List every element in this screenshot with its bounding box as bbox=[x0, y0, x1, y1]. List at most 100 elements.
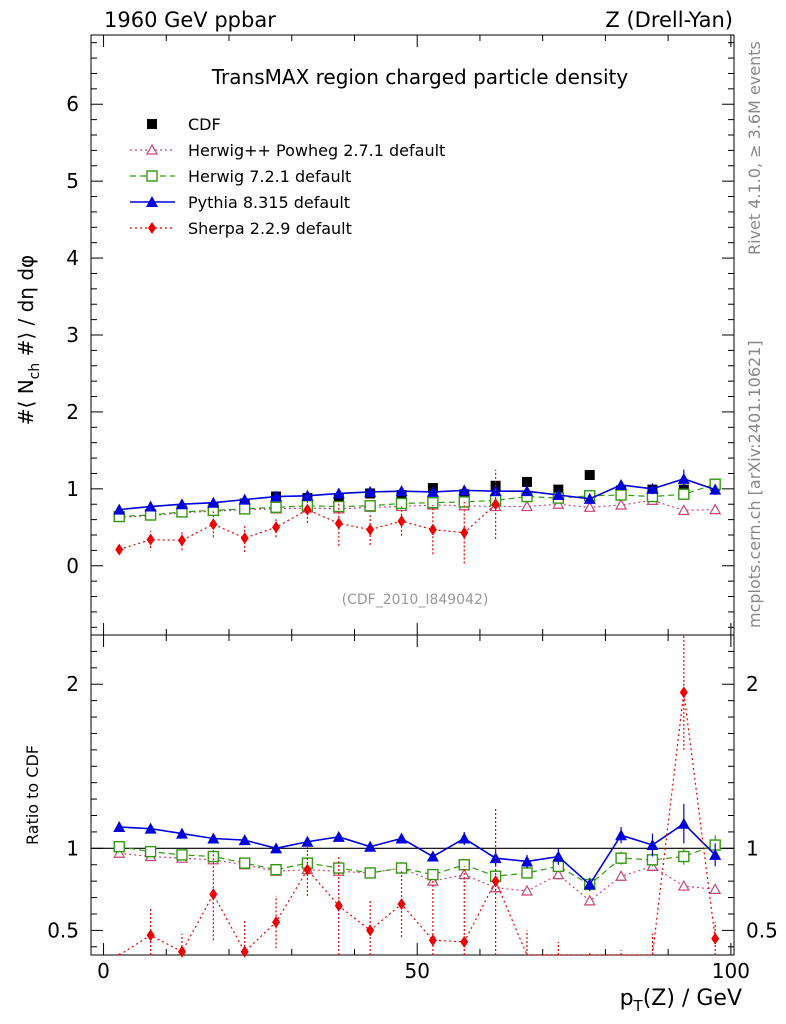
data-point bbox=[677, 472, 690, 484]
series-pythia bbox=[113, 804, 722, 891]
ratio-panel: 0.5 0.5 1 1 2 2 Ratio to CDF bbox=[23, 634, 778, 958]
data-point bbox=[146, 929, 155, 942]
data-point bbox=[207, 832, 220, 844]
data-point bbox=[583, 894, 596, 906]
legend-item-sherpa: Sherpa 2.2.9 default bbox=[130, 219, 352, 238]
series-line bbox=[119, 478, 716, 511]
legend-item-herwig7: Herwig 7.2.1 default bbox=[130, 167, 351, 186]
data-point bbox=[209, 888, 218, 901]
data-point bbox=[709, 483, 722, 495]
data-point bbox=[146, 533, 155, 546]
data-point bbox=[615, 498, 628, 510]
y-tick-label: 1 bbox=[66, 477, 79, 501]
data-point bbox=[709, 503, 722, 515]
legend-label: Sherpa 2.2.9 default bbox=[188, 219, 352, 238]
data-point bbox=[395, 862, 408, 874]
data-point bbox=[427, 496, 439, 509]
data-point bbox=[209, 518, 218, 531]
data-point bbox=[175, 827, 188, 839]
data-point bbox=[333, 500, 345, 513]
series-herwig7 bbox=[113, 835, 721, 891]
data-point bbox=[301, 835, 314, 847]
data-point bbox=[678, 488, 690, 500]
y-tick-label: 1 bbox=[66, 836, 79, 860]
y-tick-label: 0 bbox=[66, 554, 79, 578]
main-panel: 0 1 2 3 4 5 6 TransMAX region charged particle… bbox=[14, 34, 735, 636]
data-point bbox=[426, 485, 439, 497]
mcplots-source-note: mcplots.cern.ch [arXiv:2401.10621] bbox=[745, 340, 764, 628]
y-tick-label: 0.5 bbox=[47, 918, 79, 942]
header-right-label: Z (Drell-Yan) bbox=[605, 8, 733, 32]
data-point bbox=[428, 934, 437, 947]
legend-label: Herwig 7.2.1 default bbox=[188, 167, 351, 186]
data-point bbox=[364, 485, 377, 497]
data-point bbox=[364, 500, 376, 512]
data-point bbox=[709, 848, 722, 860]
series-sherpa bbox=[115, 469, 500, 564]
data-point bbox=[491, 875, 500, 888]
data-point bbox=[332, 487, 345, 499]
data-point bbox=[270, 863, 282, 876]
data-point bbox=[207, 496, 220, 508]
data-point bbox=[303, 863, 312, 876]
data-point bbox=[115, 543, 124, 556]
data-point bbox=[552, 868, 565, 880]
data-point bbox=[677, 504, 690, 515]
data-point bbox=[395, 485, 408, 497]
data-point bbox=[583, 492, 596, 504]
data-point bbox=[272, 916, 281, 929]
data-point bbox=[615, 479, 628, 490]
legend-marker bbox=[146, 196, 158, 207]
data-point bbox=[113, 847, 126, 858]
x-tick-label: 0 bbox=[97, 959, 110, 983]
data-point bbox=[272, 521, 281, 534]
series-herwigpp bbox=[113, 847, 722, 906]
y-tick-label: 6 bbox=[66, 92, 79, 116]
data-point bbox=[583, 878, 596, 890]
x-axis-label: pT(Z) / GeV bbox=[620, 986, 742, 1015]
data-point bbox=[113, 840, 125, 853]
data-point bbox=[520, 855, 533, 867]
data-point bbox=[646, 839, 659, 851]
data-point bbox=[395, 497, 408, 510]
data-point bbox=[709, 883, 722, 894]
data-point bbox=[521, 867, 533, 879]
data-point bbox=[458, 484, 471, 496]
data-point bbox=[301, 489, 314, 501]
data-point bbox=[334, 899, 343, 912]
data-point bbox=[615, 852, 627, 864]
data-point bbox=[520, 485, 533, 497]
ratio-y-axis-label: Ratio to CDF bbox=[23, 745, 42, 845]
data-point bbox=[646, 482, 659, 494]
data-point bbox=[397, 515, 406, 528]
data-point bbox=[458, 832, 471, 844]
legend: CDF Herwig++ Powheg 2.7.1 default Herwig 7… bbox=[130, 115, 445, 238]
data-point bbox=[552, 850, 565, 862]
legend-marker bbox=[147, 119, 157, 129]
series-pythia bbox=[113, 469, 722, 515]
legend-item-herwigpp: Herwig++ Powheg 2.7.1 default bbox=[130, 141, 445, 160]
data-point bbox=[238, 834, 251, 846]
y-tick-label-right: 2 bbox=[746, 672, 759, 696]
data-point bbox=[177, 534, 186, 547]
data-point bbox=[615, 869, 628, 881]
legend-label: Pythia 8.315 default bbox=[188, 193, 350, 212]
legend-item-pythia: Pythia 8.315 default bbox=[130, 193, 350, 212]
data-point bbox=[334, 517, 343, 530]
data-point bbox=[270, 842, 283, 854]
data-point bbox=[238, 503, 251, 515]
data-point bbox=[460, 526, 469, 539]
data-point bbox=[552, 489, 565, 500]
analysis-watermark: (CDF_2010_I849042) bbox=[342, 592, 489, 608]
data-point bbox=[113, 503, 126, 515]
data-point bbox=[333, 862, 345, 874]
data-point bbox=[460, 935, 469, 948]
legend-item-cdf: CDF bbox=[147, 115, 221, 134]
data-point bbox=[364, 840, 377, 852]
y-tick-label: 5 bbox=[66, 169, 79, 193]
header-left-label: 1960 GeV ppbar bbox=[104, 8, 276, 32]
data-point bbox=[520, 884, 534, 896]
data-point bbox=[458, 859, 470, 871]
ratio-panel-frame bbox=[90, 634, 735, 956]
